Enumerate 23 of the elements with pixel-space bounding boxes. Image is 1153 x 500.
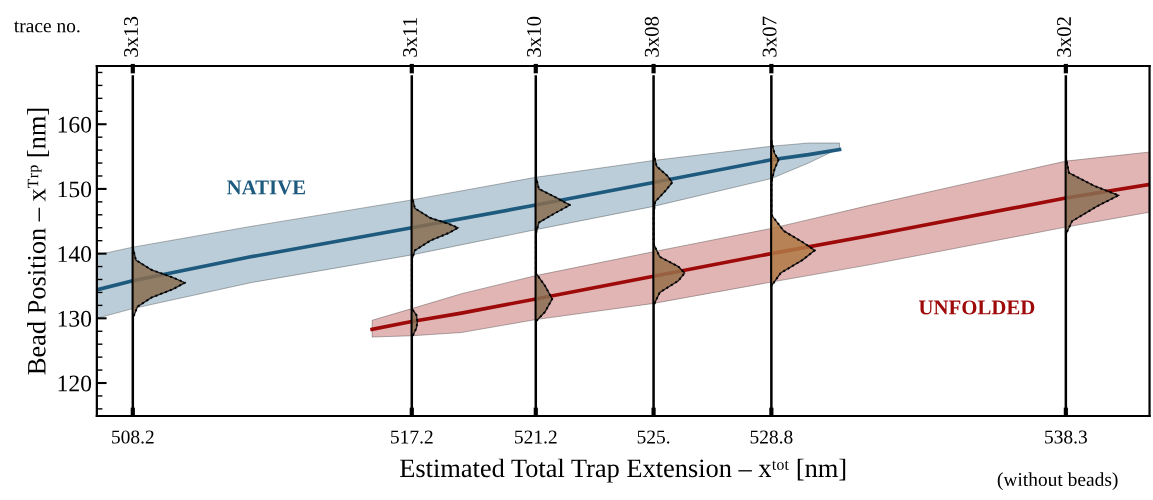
- text: (without beads): [997, 472, 1118, 490]
- y-axis-title: Bead Position – xᵀʳᵖ [nm]: [27, 108, 49, 375]
- ref-line-label: 3x13: [124, 16, 139, 57]
- y-tick-label: 120: [58, 375, 92, 392]
- x-tick-label: 521.2: [515, 430, 557, 444]
- x-tick-label: 517.2: [391, 430, 433, 444]
- y-tick-label: 160: [58, 116, 92, 133]
- ref-line-label: 3x11: [403, 18, 418, 57]
- x-axis-title: Estimated Total Trap Extension – xᵗᵒᵗ [nm]: [400, 458, 846, 483]
- y-tick-label: 140: [58, 246, 92, 263]
- ref-line-label: 3x08: [644, 16, 659, 57]
- text: trace no.: [14, 21, 80, 33]
- text: UNFOLDED: [918, 300, 1035, 315]
- ref-line-label: 3x02: [1057, 17, 1072, 57]
- x-tick-label: 538.3: [1045, 430, 1087, 444]
- x-tick-label: 508.2: [112, 430, 154, 444]
- text: NATIVE: [226, 180, 306, 195]
- ref-line-label: 3x07: [762, 16, 777, 57]
- ref-line-label: 3x10: [526, 16, 541, 57]
- x-tick-label: 528.8: [750, 430, 793, 444]
- y-tick-label: 130: [58, 310, 92, 327]
- y-tick-label: 150: [58, 181, 92, 198]
- x-tick-label: 525.: [637, 430, 670, 444]
